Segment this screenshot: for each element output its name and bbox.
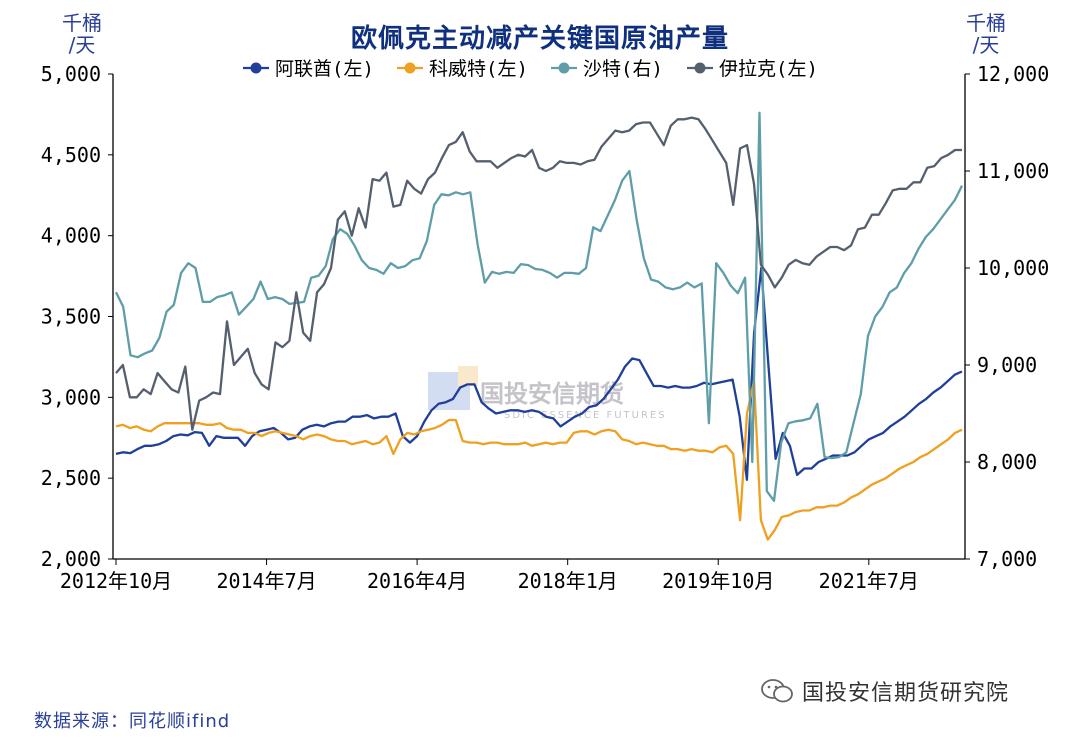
x-tick-label: 2016年4月 — [367, 569, 467, 593]
right-tick-label: 10,000 — [977, 256, 1049, 280]
right-unit-line-1: 千桶 — [966, 11, 1006, 35]
right-tick-label: 8,000 — [977, 450, 1037, 474]
legend-swatch-marker — [250, 62, 262, 74]
x-tick-label: 2021年7月 — [819, 569, 919, 593]
legend-label: 阿联酋(左) — [275, 58, 374, 80]
series-line — [115, 380, 963, 541]
series-line — [114, 111, 964, 502]
left-axis-unit: 千桶 /天 — [62, 12, 102, 56]
watermark-logo-icon — [428, 366, 478, 410]
left-tick-label: 2,000 — [41, 547, 101, 571]
right-tick-label: 11,000 — [977, 159, 1049, 183]
right-axis-unit: 千桶 /天 — [966, 12, 1006, 56]
x-tick-label: 2012年10月 — [60, 569, 172, 593]
watermark: 国投安信期货 — [428, 366, 624, 410]
left-tick-label: 3,000 — [41, 385, 101, 409]
right-tick-label: 7,000 — [977, 547, 1037, 571]
legend-label: 沙特(右) — [583, 58, 663, 80]
series-line — [115, 116, 962, 431]
left-tick-label: 3,500 — [41, 305, 101, 329]
right-tick-label: 12,000 — [977, 62, 1049, 86]
left-unit-line-1: 千桶 — [62, 11, 102, 35]
source-note: 数据来源：同花顺ifind — [34, 711, 231, 732]
left-tick-label: 4,000 — [41, 224, 101, 248]
x-tick-label: 2019年10月 — [662, 569, 774, 593]
legend-swatch-marker — [558, 62, 570, 74]
brand: 国投安信期货研究院 — [760, 675, 1009, 707]
left-tick-label: 5,000 — [41, 62, 101, 86]
right-tick-label: 9,000 — [977, 353, 1037, 377]
legend-label: 科威特(左) — [429, 58, 528, 80]
left-tick-label: 4,500 — [41, 143, 101, 167]
x-tick-label: 2018年1月 — [518, 569, 618, 593]
left-tick-label: 2,500 — [41, 466, 101, 490]
watermark-subtext: SDIC ESSENCE FUTURES — [504, 410, 667, 421]
legend-swatch-marker — [694, 62, 706, 74]
left-unit-line-2: /天 — [68, 33, 96, 57]
legend-swatch-marker — [404, 62, 416, 74]
legend-label: 伊拉克(左) — [719, 58, 818, 80]
series-line — [115, 266, 963, 481]
x-tick-label: 2014年7月 — [216, 569, 316, 593]
wechat-icon — [761, 679, 793, 703]
brand-name: 国投安信期货研究院 — [802, 681, 1010, 706]
right-unit-line-2: /天 — [972, 33, 1000, 57]
chart-title: 欧佩克主动减产关键国原油产量 — [350, 24, 729, 54]
